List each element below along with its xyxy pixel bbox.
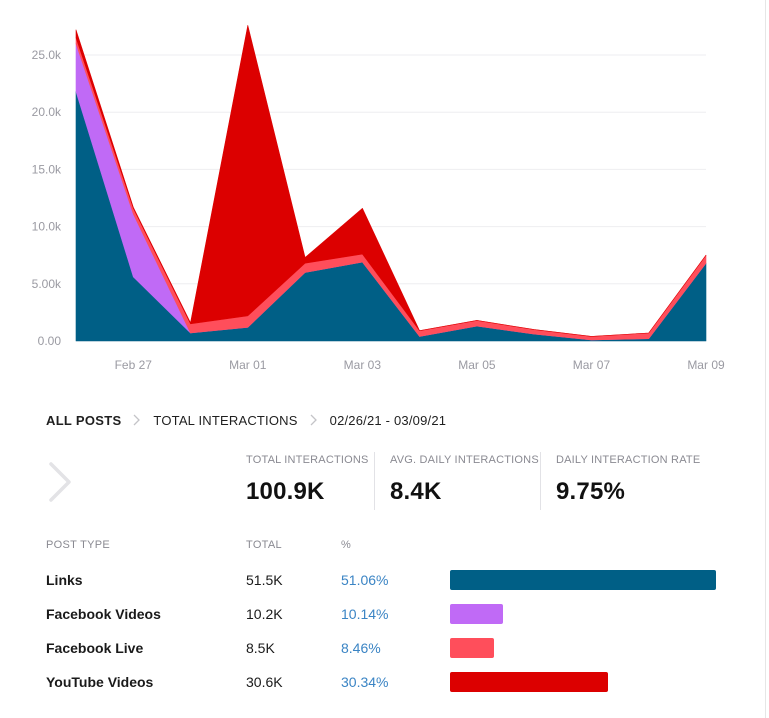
- chevron-right-icon: [133, 414, 141, 426]
- post-type-label: Facebook Videos: [46, 606, 161, 622]
- share-bar: [450, 604, 503, 624]
- total-value: 30.6K: [246, 674, 283, 690]
- x-tick-label: Mar 03: [344, 358, 382, 372]
- breadcrumb-date-range: 02/26/21 - 03/09/21: [329, 412, 447, 428]
- kpi-value: 8.4K: [390, 478, 442, 505]
- share-bar: [450, 638, 495, 658]
- percent-value: 10.14%: [341, 606, 389, 622]
- kpi-avg-daily-interactions: AVG. DAILY INTERACTIONS 8.4K: [390, 454, 539, 506]
- panel-right-border: [765, 0, 766, 718]
- total-value: 51.5K: [246, 572, 283, 588]
- table-row[interactable]: Links 51.5K 51.06%: [0, 570, 769, 592]
- y-tick-label: 0.00: [38, 334, 62, 348]
- percent-value: 8.46%: [341, 640, 381, 656]
- post-type-label: Links: [46, 572, 83, 588]
- x-tick-label: Mar 07: [573, 358, 611, 372]
- y-tick-label: 15.0k: [32, 162, 62, 176]
- table-header-percent: %: [341, 539, 352, 551]
- kpi-label: TOTAL INTERACTIONS: [246, 454, 369, 466]
- x-tick-label: Mar 09: [687, 358, 725, 372]
- x-tick-label: Mar 05: [458, 358, 496, 372]
- x-tick-label: Feb 27: [115, 358, 153, 372]
- y-tick-label: 10.0k: [32, 220, 62, 234]
- kpi-value: 100.9K: [246, 478, 325, 505]
- table-header-total: TOTAL: [246, 539, 282, 551]
- y-tick-label: 20.0k: [32, 105, 62, 119]
- percent-value: 51.06%: [341, 572, 389, 588]
- stacked-area-chart: 0.00 5.00k 10.0k 15.0k 20.0k 25.0k Feb 27 Mar …: [32, 25, 725, 372]
- kpi-total-interactions: TOTAL INTERACTIONS 100.9K: [246, 454, 369, 506]
- table-row[interactable]: Facebook Videos 10.2K 10.14%: [0, 604, 769, 626]
- y-tick-label: 5.00k: [32, 277, 62, 291]
- y-tick-label: 25.0k: [32, 48, 62, 62]
- share-bar: [450, 570, 716, 590]
- table-row[interactable]: Facebook Live 8.5K 8.46%: [0, 638, 769, 660]
- total-value: 8.5K: [246, 640, 275, 656]
- x-tick-label: Mar 01: [229, 358, 267, 372]
- kpi-label: DAILY INTERACTION RATE: [556, 454, 701, 466]
- chevron-right-icon: [310, 414, 317, 426]
- kpi-daily-interaction-rate: DAILY INTERACTION RATE 9.75%: [556, 454, 700, 506]
- table-header-post-type: POST TYPE: [46, 539, 111, 551]
- breadcrumb-all-posts[interactable]: ALL POSTS: [46, 412, 122, 428]
- table-row[interactable]: YouTube Videos 30.6K 30.34%: [0, 672, 769, 694]
- kpi-value: 9.75%: [556, 478, 626, 505]
- kpi-divider: [374, 452, 375, 510]
- kpi-label: AVG. DAILY INTERACTIONS: [390, 454, 539, 466]
- percent-value: 30.34%: [341, 674, 389, 690]
- breadcrumb: ALL POSTS TOTAL INTERACTIONS 02/26/21 - …: [46, 411, 446, 429]
- total-value: 10.2K: [246, 606, 283, 622]
- kpi-divider: [540, 452, 541, 510]
- chevron-right-icon[interactable]: [46, 461, 74, 503]
- share-bar: [450, 672, 609, 692]
- post-type-label: Facebook Live: [46, 640, 144, 656]
- area-series-youtube-videos: [75, 25, 707, 337]
- post-type-label: YouTube Videos: [46, 674, 154, 690]
- breadcrumb-metric[interactable]: TOTAL INTERACTIONS: [153, 412, 298, 428]
